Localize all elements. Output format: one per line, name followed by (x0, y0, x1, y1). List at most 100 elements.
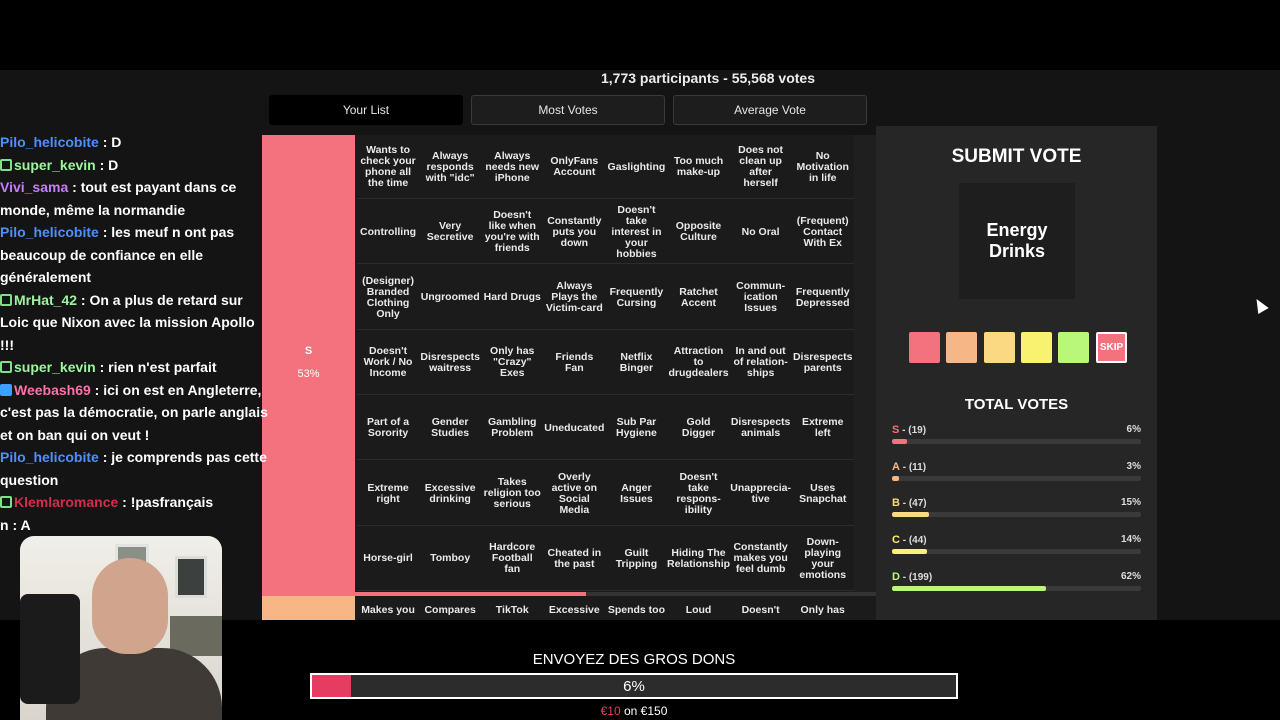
tier-item[interactable]: Disrespects animals (730, 416, 791, 440)
tier-item[interactable]: Takes religion too serious (483, 476, 541, 510)
tier-item[interactable]: Cheated in the past (547, 546, 602, 570)
tier-item[interactable]: Guilt Tripping (615, 546, 658, 570)
tier-item[interactable]: Down-playing your emotions (799, 535, 847, 581)
tier-row: Controlling Very Secretive Doesn't like wh… (357, 200, 854, 265)
tier-row: Extreme right Excessive drinking Takes rel… (357, 461, 854, 526)
tier-item[interactable]: Does not clean up after herself (738, 144, 784, 189)
tier-item[interactable]: Disrespects waitress (420, 350, 480, 374)
tier-item[interactable]: Ratchet Accent (679, 285, 718, 309)
tier-item[interactable]: Doesn't Work / No Income (363, 345, 413, 380)
tier-item[interactable]: Gambling Problem (488, 416, 537, 440)
tier-item[interactable]: Uneducated (544, 421, 605, 434)
vote-button-b[interactable] (984, 332, 1015, 363)
tier-item[interactable]: Very Secretive (426, 220, 474, 244)
tier-item[interactable]: Attraction to drugdealers (668, 345, 729, 380)
tier-item[interactable]: TikTok (495, 604, 529, 616)
tier-item[interactable]: Uses Snapchat (799, 481, 847, 505)
tier-item[interactable]: Doesn't take respons-ibility (676, 470, 721, 516)
tier-item[interactable]: Too much make-up (673, 155, 724, 178)
vote-button-c[interactable] (1021, 332, 1052, 363)
total-votes-label: C - (44) (892, 534, 927, 546)
chat-message: super_kevin : rien n'est parfait (0, 356, 268, 379)
tier-item[interactable]: In and out of relation-ships (733, 345, 788, 380)
tier-item[interactable]: Doesn't (741, 604, 780, 616)
chat-text: : ici on est en Angleterre, c'est pas la… (0, 381, 268, 443)
tier-item[interactable]: No Motivation in life (796, 149, 849, 184)
tier-item[interactable]: Controlling (360, 225, 417, 238)
donation-goal-title: ENVOYEZ DES GROS DONS (532, 651, 736, 668)
vote-button-a[interactable] (946, 332, 977, 363)
tier-item[interactable]: Doesn't like when you're with friends (484, 209, 540, 255)
vote-button-s[interactable] (909, 332, 940, 363)
tier-vertical-gutter (854, 135, 876, 592)
tier-item[interactable]: Only has "Crazy" Exes (490, 345, 535, 380)
tier-item[interactable]: Doesn't take interest in your hobbies (611, 203, 662, 260)
tab-average-vote[interactable]: Average Vote (673, 95, 867, 125)
tier-item[interactable]: (Designer) Branded Clothing Only (362, 274, 415, 320)
tier-item[interactable]: Frequently Cursing (609, 285, 664, 309)
tier-item[interactable]: Only has (800, 604, 845, 616)
tier-item[interactable]: Excessive drinking (424, 481, 476, 505)
chat-icon (0, 496, 12, 508)
tier-item[interactable]: Commun-ication Issues (736, 280, 786, 315)
tier-item[interactable]: Gender Studies (431, 416, 470, 440)
tier-item[interactable]: Opposite Culture (675, 220, 722, 244)
chat-text: : On a plus de retard sur Loic que Nixon… (0, 291, 255, 353)
tier-letter: C (892, 534, 900, 547)
chat-username: Pilo_helicobite (0, 224, 99, 240)
tier-item[interactable]: Sub Par Hygiene (615, 416, 657, 440)
tier-item[interactable]: Friends Fan (555, 350, 594, 374)
tab-most-votes[interactable]: Most Votes (471, 95, 665, 125)
tier-item[interactable]: Unapprecia-tive (730, 481, 791, 505)
separator: - (899, 498, 909, 510)
tier-item[interactable]: Frequently Depressed (795, 285, 850, 309)
tier-item[interactable]: Horse-girl (363, 552, 413, 565)
tier-item[interactable]: Gold Digger (681, 416, 716, 440)
tier-item[interactable]: Gaslighting (607, 160, 666, 173)
tier-row: Doesn't Work / No Income Disrespects wait… (357, 330, 854, 395)
donation-raised: €10 (600, 704, 621, 718)
tier-item[interactable]: Extreme left (801, 416, 844, 440)
vote-count: (19) (908, 425, 927, 436)
skip-button[interactable]: SKIP (1096, 332, 1127, 363)
tier-item[interactable]: Always responds with "idc" (425, 149, 475, 184)
tier-item[interactable]: Loud (685, 604, 712, 616)
shelf (170, 616, 222, 656)
tier-item[interactable]: Constantly makes you feel dumb (733, 541, 788, 576)
tier-item[interactable]: Wants to check your phone all the time (360, 144, 416, 189)
tier-item[interactable]: Hiding The Relationship (667, 546, 731, 570)
chat-text: : tout est payant dans ce monde, même la… (0, 179, 237, 218)
tier-item[interactable]: OnlyFans Account (550, 155, 599, 178)
tier-item[interactable]: Netflix Binger (619, 350, 654, 374)
tier-item[interactable]: Tomboy (430, 552, 471, 565)
vote-bar-track (892, 439, 1141, 444)
tier-item[interactable]: No Oral (741, 225, 780, 238)
tier-item[interactable]: Hard Drugs (483, 291, 541, 304)
tier-item[interactable]: (Frequent) Contact With Ex (796, 214, 849, 249)
vote-buttons: SKIP (909, 332, 1127, 364)
donation-goal: on €150 (620, 704, 668, 718)
tier-item[interactable]: Extreme right (367, 481, 409, 505)
tier-item[interactable]: Part of a Sorority (367, 416, 410, 440)
tier-item[interactable]: Anger Issues (620, 481, 653, 505)
tier-item[interactable]: Always needs new iPhone (485, 149, 540, 184)
total-votes-title: TOTAL VOTES (964, 396, 1069, 413)
tab-your-list[interactable]: Your List (269, 95, 463, 125)
chat-message: Pilo_helicobite : les meuf n ont pas bea… (0, 221, 268, 289)
tier-item[interactable]: Disrespects parents (792, 350, 853, 374)
chat-message: Vivi_sama : tout est payant dans ce mond… (0, 176, 268, 221)
tier-item[interactable]: Compares (424, 604, 476, 616)
tier-item[interactable]: Overly active on Social Media (551, 470, 598, 516)
vote-percent: 15% (1120, 497, 1141, 509)
tier-item[interactable]: Constantly puts you down (547, 214, 602, 249)
tier-item[interactable]: Makes you (361, 604, 415, 616)
tier-item[interactable]: Always Plays the Victim-card (545, 280, 603, 315)
tier-item[interactable]: Spends too (607, 604, 665, 616)
tier-item[interactable]: Excessive (548, 604, 600, 616)
chat-username: Pilo_helicobite (0, 134, 99, 150)
vote-button-d[interactable] (1058, 332, 1089, 363)
tier-item[interactable]: Hardcore Football fan (489, 541, 536, 576)
chat-username: super_kevin (14, 359, 96, 375)
tier-scrollbar-thumb[interactable] (262, 592, 586, 596)
tier-item[interactable]: Ungroomed (420, 291, 480, 304)
